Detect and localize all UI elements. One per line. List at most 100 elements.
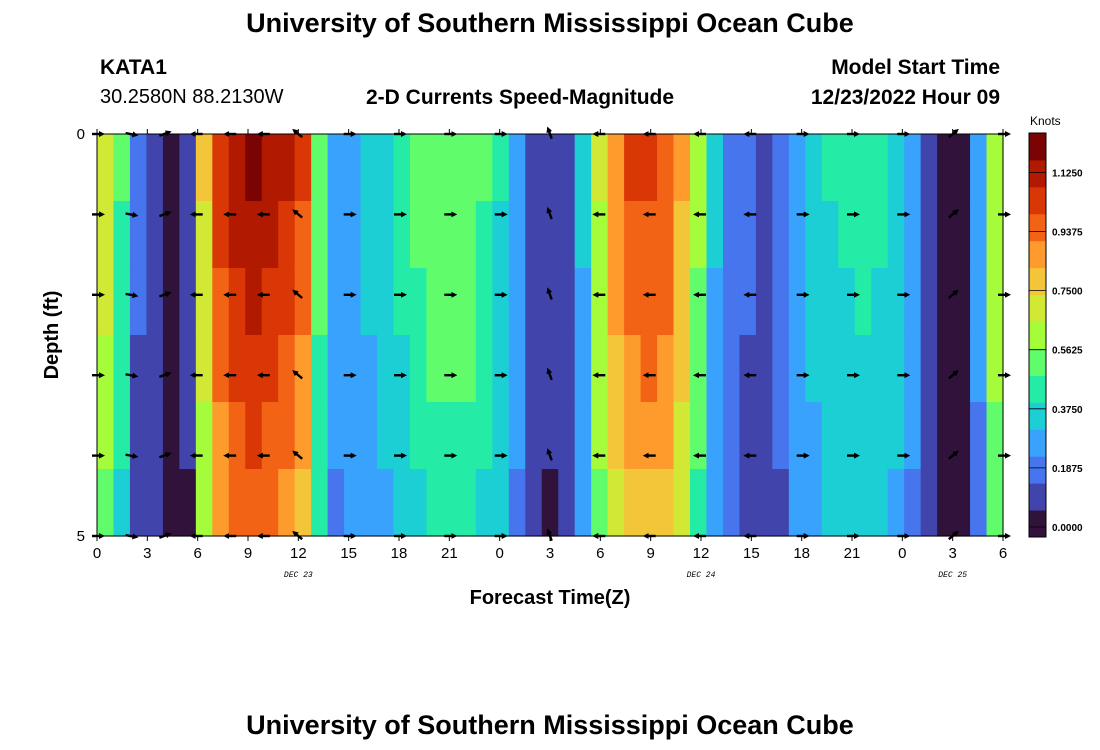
heatmap-cell bbox=[377, 134, 395, 202]
heatmap-cell bbox=[541, 268, 559, 336]
heatmap-cell bbox=[195, 402, 213, 470]
heatmap-cell bbox=[162, 469, 180, 537]
day-label: DEC 25 bbox=[938, 571, 967, 580]
heatmap-cell bbox=[344, 402, 362, 470]
heatmap-cell bbox=[706, 402, 724, 470]
heatmap-cell bbox=[970, 402, 988, 470]
heatmap-cell bbox=[986, 335, 1004, 403]
heatmap-cell bbox=[805, 201, 823, 269]
heatmap-cell bbox=[937, 134, 955, 202]
heatmap-cell bbox=[986, 268, 1004, 336]
heatmap-cell bbox=[459, 201, 477, 269]
heatmap-cell bbox=[146, 134, 164, 202]
heatmap-cell bbox=[673, 134, 691, 202]
heatmap-cell bbox=[591, 201, 609, 269]
heatmap-cell bbox=[146, 268, 164, 336]
x-tick-label: 15 bbox=[743, 545, 760, 562]
heatmap-cell bbox=[821, 402, 839, 470]
heatmap-cell bbox=[245, 268, 263, 336]
heatmap-cell bbox=[393, 268, 411, 336]
x-tick-label: 12 bbox=[290, 545, 307, 562]
heatmap-cell bbox=[607, 335, 625, 403]
heatmap-cell bbox=[162, 402, 180, 470]
heatmap-cell bbox=[294, 402, 312, 470]
current-vector-arrow bbox=[125, 211, 139, 218]
heatmap-cell bbox=[690, 268, 708, 336]
current-vector-arrow bbox=[292, 209, 303, 219]
colorbar-swatch bbox=[1029, 240, 1046, 269]
heatmap-cell bbox=[920, 402, 938, 470]
heatmap-cell bbox=[558, 134, 576, 202]
heatmap-cell bbox=[838, 134, 856, 202]
heatmap-cell bbox=[821, 268, 839, 336]
heatmap-cell bbox=[788, 201, 806, 269]
x-axis-label: Forecast Time(Z) bbox=[470, 587, 631, 609]
heatmap-cell bbox=[805, 134, 823, 202]
heatmap-cell bbox=[673, 268, 691, 336]
heatmap-cell bbox=[788, 134, 806, 202]
heatmap-cell bbox=[871, 134, 889, 202]
heatmap-cell bbox=[591, 402, 609, 470]
heatmap-cell bbox=[212, 402, 230, 470]
heatmap-cell bbox=[377, 469, 395, 537]
colorbar-swatch bbox=[1029, 429, 1046, 457]
heatmap-cell bbox=[755, 134, 773, 202]
heatmap-cell bbox=[706, 201, 724, 269]
heatmap-cell bbox=[294, 268, 312, 336]
heatmap-cell bbox=[772, 268, 790, 336]
heatmap-cell bbox=[327, 402, 345, 470]
heatmap-cell bbox=[475, 134, 493, 202]
heatmap-cell bbox=[558, 268, 576, 336]
heatmap-cell bbox=[541, 402, 559, 470]
colorbar-swatch bbox=[1029, 348, 1046, 376]
heatmap-cell bbox=[722, 134, 741, 202]
heatmap-cell bbox=[772, 134, 790, 202]
heatmap-cell bbox=[558, 335, 576, 403]
heatmap-cell bbox=[129, 134, 148, 202]
heatmap-cell bbox=[245, 335, 263, 403]
current-vector-arrow bbox=[125, 372, 139, 379]
x-tick-label: 3 bbox=[546, 545, 554, 562]
heatmap-cell bbox=[409, 402, 428, 470]
heatmap-cell bbox=[426, 268, 444, 336]
colorbar-unit: Knots bbox=[1030, 114, 1061, 128]
heatmap-cell bbox=[953, 134, 971, 202]
heatmap-cell bbox=[113, 134, 131, 202]
heatmap-cell bbox=[887, 134, 905, 202]
heatmap-cell bbox=[871, 268, 889, 336]
heatmap-cell bbox=[624, 335, 642, 403]
heatmap-cell bbox=[508, 335, 526, 403]
heatmap-cell bbox=[409, 134, 428, 202]
heatmap-cell bbox=[838, 268, 856, 336]
heatmap-cell bbox=[887, 402, 905, 470]
colorbar-swatch bbox=[1029, 483, 1046, 511]
heatmap-cell bbox=[97, 134, 115, 202]
heatmap-cell bbox=[574, 402, 592, 470]
heatmap-cell bbox=[508, 268, 526, 336]
colorbar: 0.0000 0.1875 0.3750 0.5625 0.7500 0.9375 1.12… bbox=[1028, 132, 1083, 538]
heatmap-cell bbox=[772, 402, 790, 470]
heatmap-cell bbox=[953, 268, 971, 336]
heatmap-cell bbox=[311, 268, 329, 336]
heatmap-cell bbox=[558, 469, 576, 537]
heatmap-cell bbox=[475, 268, 493, 336]
x-tick-label: 6 bbox=[596, 545, 604, 562]
heatmap-cell bbox=[624, 469, 642, 537]
heatmap-cell bbox=[228, 469, 246, 537]
heatmap-cell bbox=[212, 201, 230, 269]
heatmap-cell bbox=[690, 469, 708, 537]
heatmap-cell bbox=[129, 268, 148, 336]
heatmap-cell bbox=[344, 201, 362, 269]
heatmap-cell bbox=[294, 335, 312, 403]
footer-title: University of Southern Mississippi Ocean… bbox=[246, 710, 854, 740]
current-vector-arrow bbox=[948, 370, 959, 380]
heatmap-cell bbox=[426, 469, 444, 537]
heatmap-cell bbox=[508, 134, 526, 202]
heatmap-cell bbox=[953, 469, 971, 537]
heatmap-cell bbox=[904, 201, 922, 269]
heatmap-cell bbox=[821, 201, 839, 269]
current-vector-arrow bbox=[158, 210, 172, 218]
heatmap-cell bbox=[146, 335, 164, 403]
heatmap-cell bbox=[871, 201, 889, 269]
heatmap-cell bbox=[179, 134, 197, 202]
